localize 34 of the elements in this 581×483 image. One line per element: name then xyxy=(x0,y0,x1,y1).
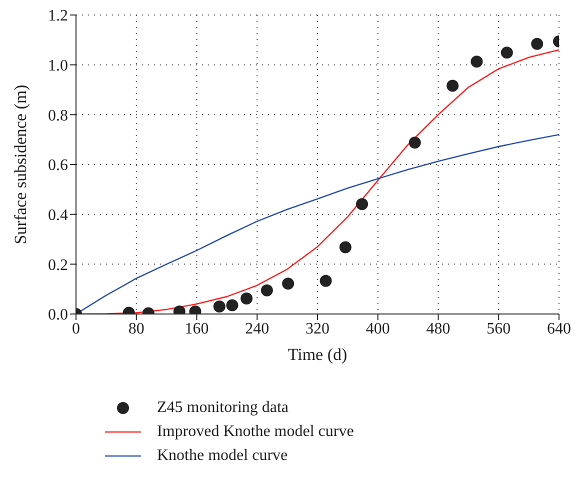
x-tick-label: 160 xyxy=(184,320,209,338)
x-tick-label: 80 xyxy=(128,320,144,338)
y-tick-label: 0.4 xyxy=(48,207,68,224)
x-tick-label: 480 xyxy=(426,320,450,338)
point xyxy=(470,56,483,68)
point xyxy=(531,38,544,50)
y-tick-label: 0.8 xyxy=(48,107,68,124)
point xyxy=(282,278,294,290)
x-tick-label: 640 xyxy=(547,320,571,338)
x-axis-title: Time (d) xyxy=(288,345,348,364)
x-tick-label: 400 xyxy=(366,320,390,338)
x-tick-label: 560 xyxy=(486,320,511,338)
point xyxy=(240,292,253,305)
y-tick-label: 1.2 xyxy=(48,8,68,25)
point xyxy=(500,46,513,59)
point xyxy=(260,284,273,296)
point xyxy=(339,241,352,254)
y-tick-label: 1.0 xyxy=(48,58,68,75)
point xyxy=(226,299,238,312)
y-axis-title: Surface subsidence (m) xyxy=(11,84,30,244)
x-tick-label: 320 xyxy=(306,320,330,338)
legend-label: Z45 monitoring data xyxy=(157,399,289,417)
point xyxy=(408,136,421,149)
point xyxy=(446,80,459,92)
y-tick-label: 0.2 xyxy=(48,256,68,274)
point xyxy=(356,198,368,210)
x-tick-label: 0 xyxy=(72,320,80,338)
x-tick-label: 240 xyxy=(245,320,270,338)
y-tick-label: 0.6 xyxy=(48,157,68,174)
legend-label: Knothe model curve xyxy=(157,447,288,465)
y-tick-label: 0.0 xyxy=(48,306,68,324)
legend-label: Improved Knothe model curve xyxy=(157,423,354,441)
point xyxy=(213,300,226,313)
point xyxy=(320,274,332,287)
